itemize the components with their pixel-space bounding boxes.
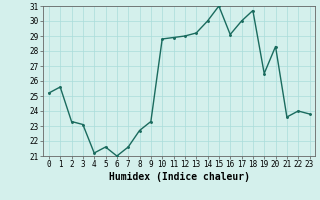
X-axis label: Humidex (Indice chaleur): Humidex (Indice chaleur) xyxy=(109,172,250,182)
